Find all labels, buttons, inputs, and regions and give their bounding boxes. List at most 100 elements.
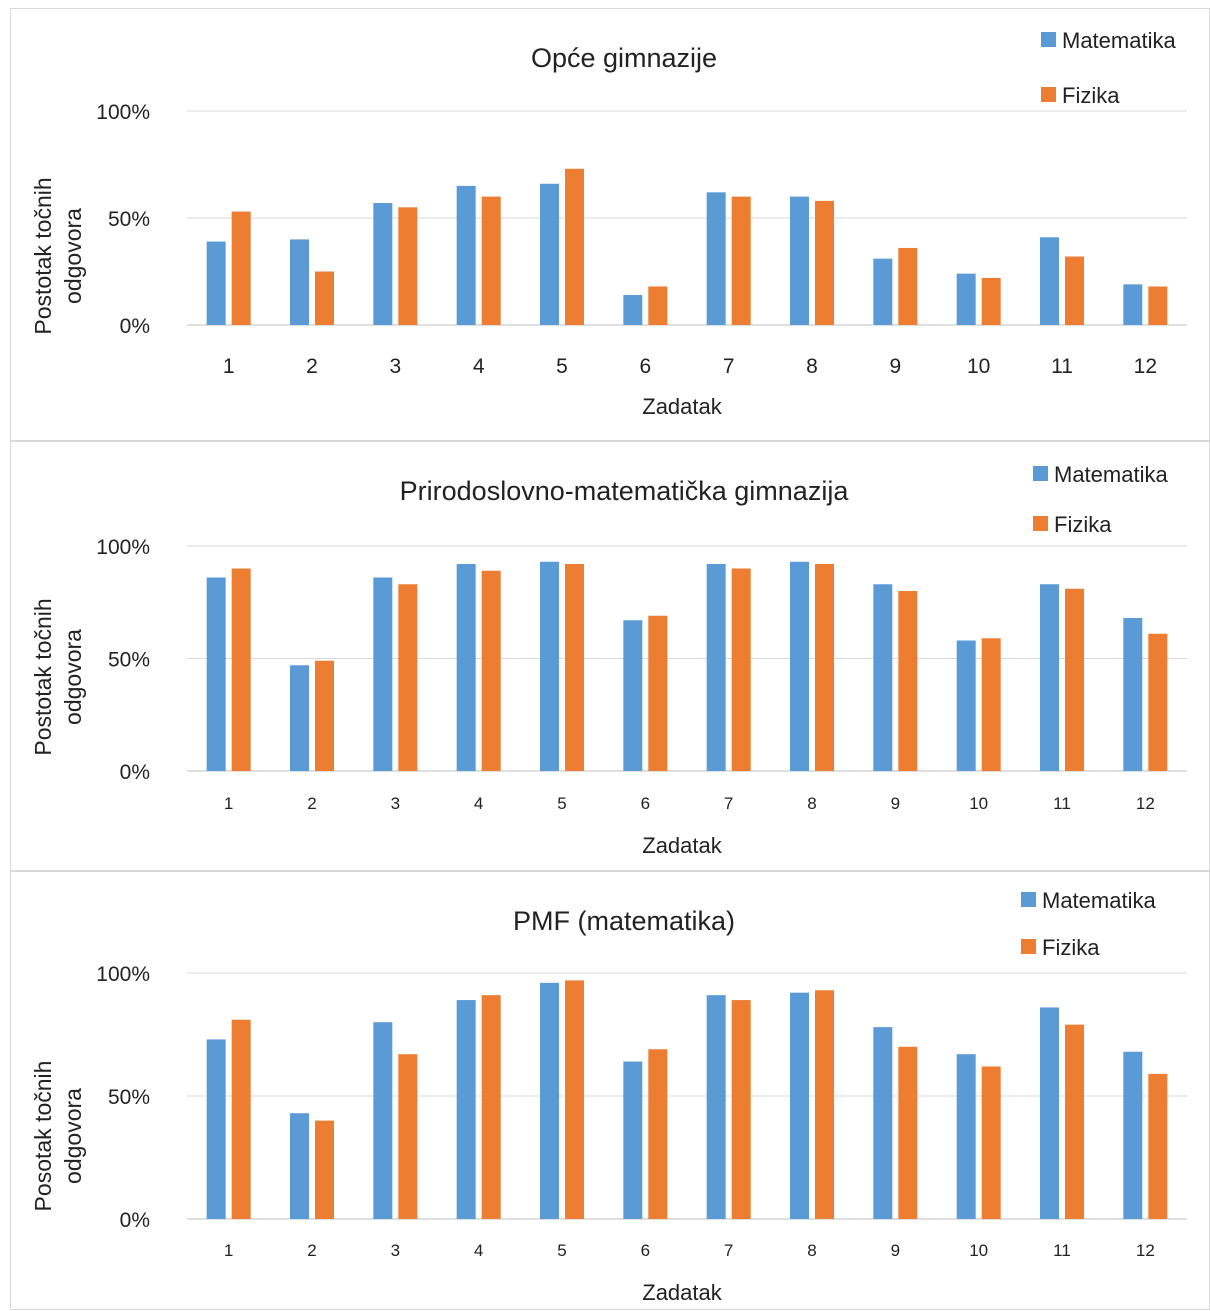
bar-matematika-2 <box>290 665 309 771</box>
x-tick-label: 10 <box>969 1241 988 1260</box>
bar-matematika-7 <box>706 564 726 771</box>
bar-matematika-2 <box>290 239 309 325</box>
legend-swatch-matematika <box>1041 32 1056 47</box>
x-tick-label: 7 <box>724 794 733 813</box>
bar-fizika-7 <box>731 568 751 771</box>
legend-swatch-matematika <box>1021 892 1036 907</box>
chart-title: Prirodoslovno-matematička gimnazija <box>400 476 850 506</box>
bar-fizika-5 <box>565 564 584 771</box>
x-tick-label: 5 <box>556 355 568 378</box>
bar-fizika-12 <box>1148 286 1168 325</box>
bar-fizika-9 <box>898 247 918 325</box>
bar-fizika-1 <box>231 1019 251 1219</box>
bar-matematika-10 <box>956 640 976 771</box>
y-tick-label: 0% <box>120 761 150 784</box>
bar-matematika-3 <box>373 1022 393 1219</box>
bar-matematika-8 <box>790 992 809 1219</box>
bar-matematika-1 <box>206 577 226 771</box>
bar-fizika-2 <box>315 660 334 771</box>
x-tick-label: 9 <box>891 794 900 813</box>
x-tick-label: 2 <box>307 794 316 813</box>
bar-fizika-12 <box>1148 633 1168 771</box>
bar-matematika-2 <box>290 1113 309 1219</box>
chart-title: PMF (matematika) <box>513 906 735 936</box>
bar-matematika-1 <box>206 1039 226 1219</box>
bar-fizika-6 <box>648 286 668 325</box>
bar-fizika-10 <box>981 1066 1001 1219</box>
x-tick-label: 1 <box>224 1241 233 1260</box>
x-tick-label: 2 <box>306 355 318 378</box>
bar-fizika-1 <box>231 568 251 771</box>
bar-matematika-6 <box>623 295 643 325</box>
bar-matematika-10 <box>956 1054 976 1219</box>
x-tick-label: 3 <box>389 355 401 378</box>
bar-fizika-7 <box>731 1000 751 1219</box>
y-axis-label: odgovora <box>60 1088 86 1184</box>
bar-matematika-6 <box>623 620 643 771</box>
x-tick-label: 8 <box>807 794 816 813</box>
bar-fizika-2 <box>315 1120 334 1219</box>
legend-swatch-fizika <box>1033 516 1048 531</box>
x-axis-label: Zadatak <box>642 833 722 858</box>
x-tick-label: 5 <box>557 794 566 813</box>
bar-matematika-6 <box>623 1061 643 1219</box>
y-tick-label: 50% <box>108 208 150 231</box>
y-axis-label: Postotak točnih <box>30 598 56 755</box>
bar-matematika-12 <box>1123 1051 1143 1219</box>
bar-fizika-3 <box>398 207 418 325</box>
x-tick-label: 9 <box>889 355 901 378</box>
y-tick-label: 100% <box>96 536 150 559</box>
bar-fizika-3 <box>398 584 418 771</box>
x-tick-label: 3 <box>391 794 400 813</box>
bar-matematika-4 <box>456 564 476 771</box>
bar-fizika-9 <box>898 1046 918 1219</box>
x-tick-label: 11 <box>1053 794 1071 813</box>
x-axis-label: Zadatak <box>642 1280 722 1305</box>
bar-fizika-1 <box>231 211 251 325</box>
bar-fizika-4 <box>481 196 501 325</box>
bar-fizika-2 <box>315 271 334 325</box>
bar-fizika-6 <box>648 615 668 771</box>
y-axis-label: odgovora <box>60 208 86 304</box>
x-tick-label: 9 <box>891 1241 900 1260</box>
y-tick-label: 0% <box>120 315 150 338</box>
bar-matematika-3 <box>373 577 393 771</box>
bar-matematika-4 <box>456 185 476 325</box>
bar-fizika-5 <box>565 980 584 1219</box>
x-tick-label: 4 <box>474 1241 483 1260</box>
legend-swatch-matematika <box>1033 466 1048 481</box>
bar-matematika-8 <box>790 561 809 771</box>
x-tick-label: 7 <box>724 1241 733 1260</box>
bar-matematika-7 <box>706 192 726 325</box>
bar-fizika-11 <box>1065 1024 1084 1219</box>
x-tick-label: 4 <box>474 794 483 813</box>
bar-matematika-5 <box>540 561 559 771</box>
x-axis-label: Zadatak <box>642 394 722 419</box>
y-axis-label: Posotak točnih <box>30 1061 56 1212</box>
chart-panel-prirodoslovno-matematicka: 0% 50% 100% 1 2 3 4 5 6 7 8 9 10 11 12 Prirodoslovno-ma… <box>10 441 1210 871</box>
y-tick-label: 100% <box>96 101 150 124</box>
legend-swatch-fizika <box>1021 939 1036 954</box>
x-tick-label: 8 <box>806 355 818 378</box>
x-tick-label: 3 <box>391 1241 400 1260</box>
bar-fizika-9 <box>898 591 918 771</box>
bar-fizika-7 <box>731 196 751 325</box>
x-tick-label: 11 <box>1053 1241 1071 1260</box>
bar-matematika-8 <box>790 196 809 325</box>
x-tick-label: 6 <box>641 794 650 813</box>
bar-matematika-10 <box>956 273 976 325</box>
bar-fizika-11 <box>1065 256 1084 325</box>
x-tick-label: 6 <box>641 1241 650 1260</box>
legend-label-matematika: Matematika <box>1062 28 1176 53</box>
bar-matematika-12 <box>1123 284 1143 325</box>
y-tick-label: 50% <box>108 1086 150 1109</box>
bar-fizika-5 <box>565 168 584 325</box>
bar-matematika-5 <box>540 982 559 1219</box>
x-tick-label: 12 <box>1136 794 1155 813</box>
bar-matematika-9 <box>873 1027 893 1219</box>
y-axis-label: Postotak točnih <box>30 177 56 334</box>
bar-fizika-11 <box>1065 588 1084 771</box>
x-tick-label: 1 <box>224 794 233 813</box>
